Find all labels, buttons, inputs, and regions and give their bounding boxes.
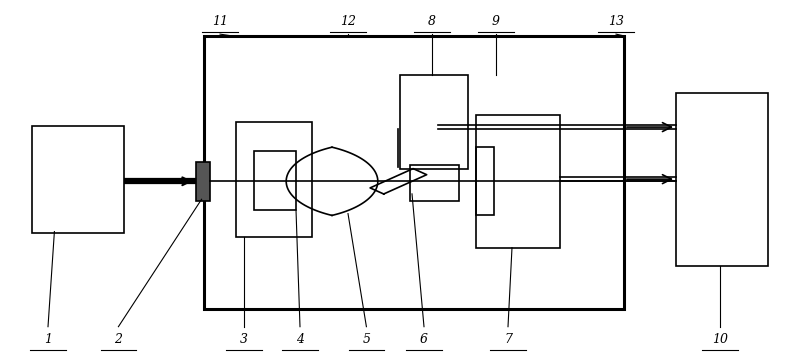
Bar [476, 147, 494, 215]
Bar [204, 36, 624, 309]
Text: 11: 11 [212, 15, 228, 28]
Bar [236, 122, 312, 237]
Text: 8: 8 [428, 15, 436, 28]
Bar [196, 162, 210, 201]
Text: 13: 13 [608, 15, 624, 28]
Text: 3: 3 [240, 333, 248, 346]
Text: 5: 5 [362, 333, 370, 346]
Text: 12: 12 [340, 15, 356, 28]
Bar [254, 151, 296, 210]
Bar [32, 126, 124, 233]
Bar [676, 93, 768, 266]
Bar [476, 115, 560, 248]
Bar [410, 165, 459, 201]
Text: 10: 10 [712, 333, 728, 346]
Text: 4: 4 [296, 333, 304, 346]
Text: 1: 1 [44, 333, 52, 346]
Text: 9: 9 [492, 15, 500, 28]
Bar [400, 75, 468, 169]
Text: 7: 7 [504, 333, 512, 346]
Text: 2: 2 [114, 333, 122, 346]
Text: 6: 6 [420, 333, 428, 346]
